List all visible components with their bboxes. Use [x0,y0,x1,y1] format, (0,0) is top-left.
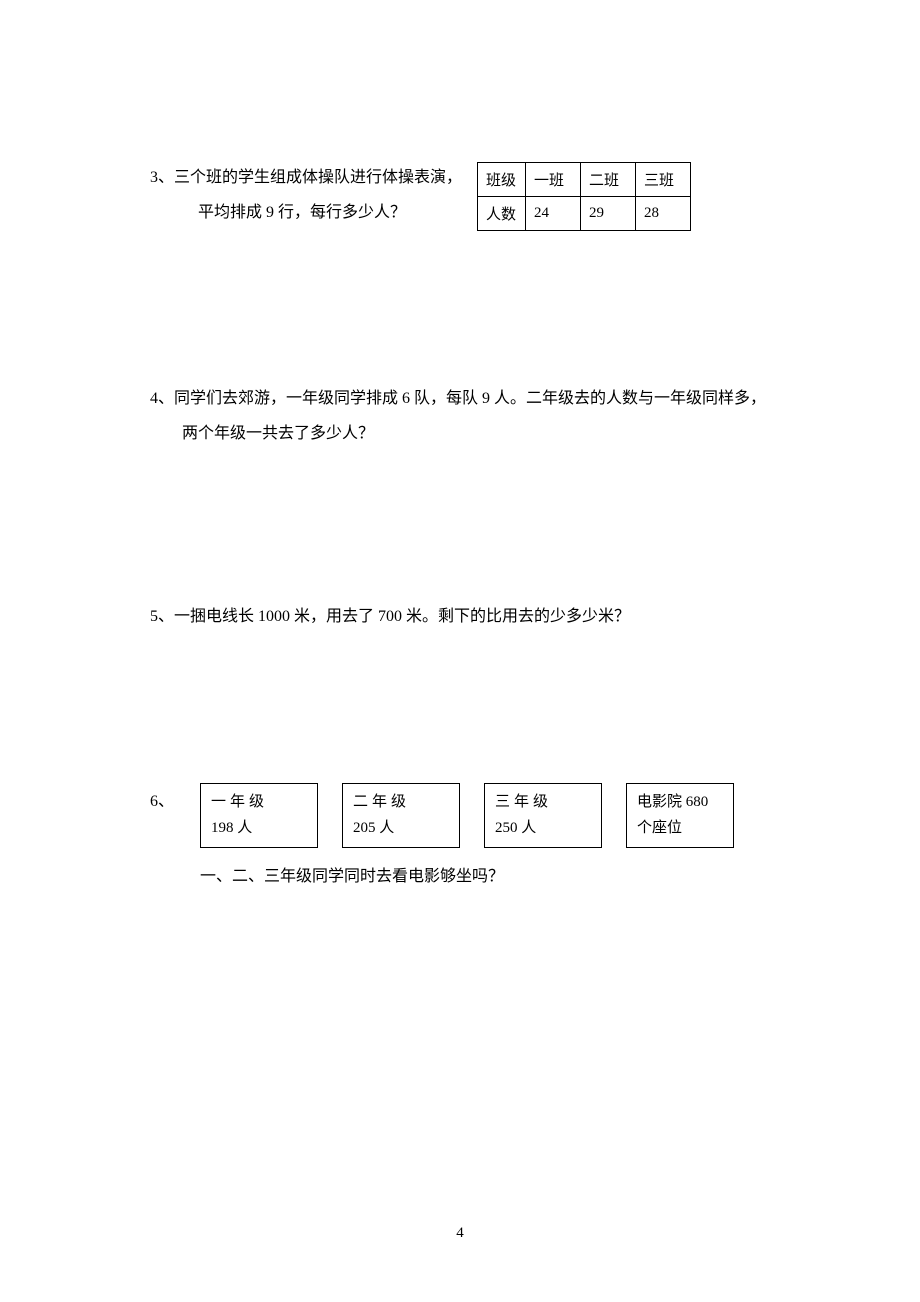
q6-box3-line2: 250 人 [495,816,591,842]
question-3-table: 班级 一班 二班 三班 人数 24 29 28 [477,162,691,231]
table-col2: 二班 [581,163,636,197]
q6-box-1: 一年级 198 人 [200,783,318,848]
q6-box3-line1: 三年级 [495,790,591,816]
table-row: 人数 24 29 28 [478,197,691,231]
table-row-label: 人数 [478,197,526,231]
q6-box1-line1: 一年级 [211,790,307,816]
q6-box2-line2: 205 人 [353,816,449,842]
question-5: 5、一捆电线长 1000 米，用去了 700 米。剩下的比用去的少多少米？ [150,601,790,633]
table-val3: 28 [636,197,691,231]
table-header-label: 班级 [478,163,526,197]
q3-text1: 三个班的学生组成体操队进行体操表演， [174,169,462,186]
question-3-line1: 3、三个班的学生组成体操队进行体操表演， [150,160,462,195]
question-3-line2: 平均排成 9 行，每行多少人？ [150,195,462,230]
q4-text1: 同学们去郊游，一年级同学排成 6 队，每队 9 人。二年级去的人数与一年级同样多… [174,390,766,407]
question-3-text: 3、三个班的学生组成体操队进行体操表演， 平均排成 9 行，每行多少人？ [150,160,462,230]
q6-box-4: 电影院 680 个座位 [626,783,734,848]
q6-number: 6、 [150,783,174,811]
question-6: 6、 一年级 198 人 二年级 205 人 三年级 250 人 电影院 680… [150,783,790,886]
q6-box4-line2: 个座位 [637,816,723,842]
q3-number: 3、 [150,169,174,186]
q4-number: 4、 [150,390,174,407]
table-row: 班级 一班 二班 三班 [478,163,691,197]
q6-box-2: 二年级 205 人 [342,783,460,848]
table-col1: 一班 [526,163,581,197]
table-val2: 29 [581,197,636,231]
question-6-row: 6、 一年级 198 人 二年级 205 人 三年级 250 人 电影院 680… [150,783,790,848]
table-col3: 三班 [636,163,691,197]
q6-box-3: 三年级 250 人 [484,783,602,848]
q5-number: 5、 [150,608,174,625]
question-4-line2: 两个年级一共去了多少人？ [150,416,790,451]
page-number: 4 [456,1225,464,1242]
q6-box1-line2: 198 人 [211,816,307,842]
q6-box4-line1: 电影院 680 [637,790,723,816]
q5-text: 一捆电线长 1000 米，用去了 700 米。剩下的比用去的少多少米？ [174,608,630,625]
question-4-line1: 4、同学们去郊游，一年级同学排成 6 队，每队 9 人。二年级去的人数与一年级同… [150,381,790,416]
question-3: 3、三个班的学生组成体操队进行体操表演， 平均排成 9 行，每行多少人？ 班级 … [150,160,790,231]
q6-box2-line1: 二年级 [353,790,449,816]
q6-boxes: 一年级 198 人 二年级 205 人 三年级 250 人 电影院 680 个座… [200,783,734,848]
q6-question-text: 一、二、三年级同学同时去看电影够坐吗？ [200,862,790,886]
question-4: 4、同学们去郊游，一年级同学排成 6 队，每队 9 人。二年级去的人数与一年级同… [150,381,790,451]
table-val1: 24 [526,197,581,231]
